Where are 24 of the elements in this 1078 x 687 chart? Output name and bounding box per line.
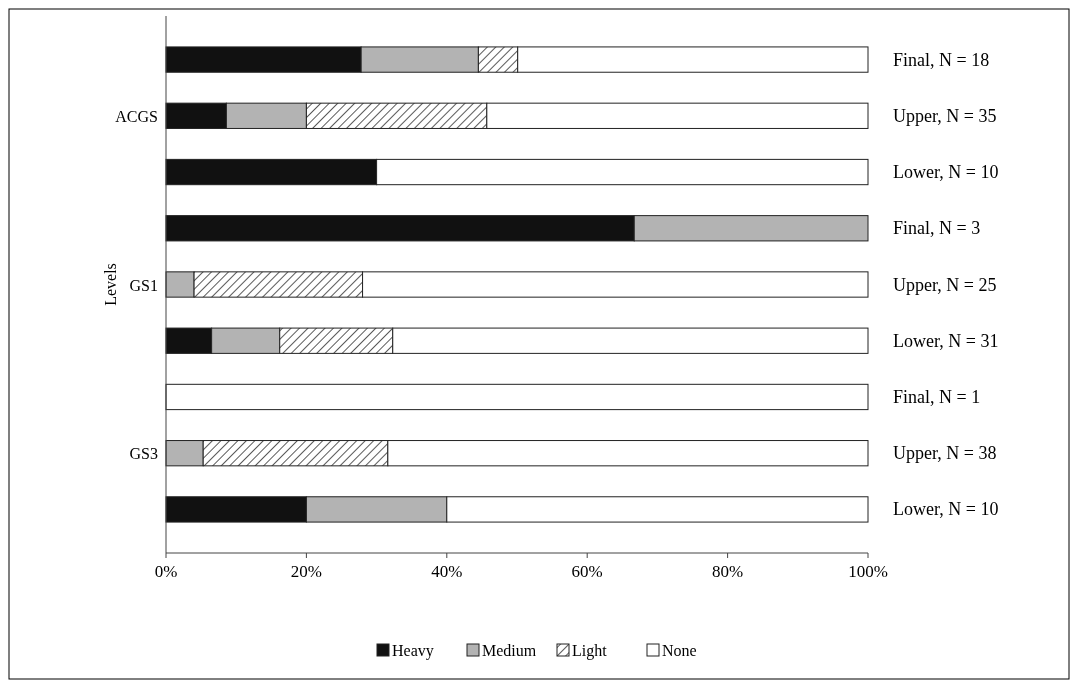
y-tick-label: Upper, N = 25 [893,274,997,295]
x-tick-label: 0% [154,562,178,581]
x-tick-label: 80% [712,562,744,581]
x-tick-label: 40% [431,562,463,581]
y-tick-label: Final, N = 3 [893,218,981,239]
legend-label: Light [572,642,608,660]
y-tick-label: Final, N = 18 [893,49,990,70]
legend-label: None [662,642,697,659]
y-tick-label: Lower, N = 10 [893,499,999,520]
text: ACGS [115,107,158,125]
text: GS3 [129,445,158,463]
y-tick-label: Final, N = 1 [893,386,981,407]
y-axis-title: Levels [102,263,119,306]
legend-label: Medium [482,642,537,659]
y-tick-label: Upper, N = 35 [893,105,997,126]
y-tick-label: Lower, N = 31 [893,330,999,351]
y-tick-label: Upper, N = 38 [893,443,997,464]
y-tick-label: Lower, N = 10 [893,162,999,183]
legend-label: Heavy [392,642,434,660]
x-tick-label: 20% [290,562,322,581]
x-tick-label: 60% [571,562,603,581]
text: GS1 [129,276,158,294]
bar [165,383,869,411]
x-tick-label: 100% [848,562,888,581]
